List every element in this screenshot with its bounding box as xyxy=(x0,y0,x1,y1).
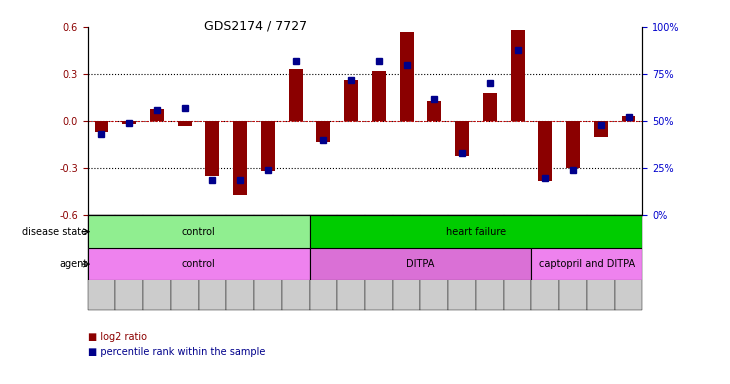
FancyBboxPatch shape xyxy=(88,215,310,248)
Bar xyxy=(337,215,365,310)
Bar xyxy=(317,121,330,142)
Text: control: control xyxy=(182,259,215,269)
Bar xyxy=(587,215,615,310)
Bar xyxy=(539,121,553,181)
Bar xyxy=(226,215,254,310)
Text: heart failure: heart failure xyxy=(446,227,506,237)
FancyBboxPatch shape xyxy=(531,248,642,280)
Text: ■ log2 ratio: ■ log2 ratio xyxy=(88,332,147,342)
Bar xyxy=(254,215,282,310)
Bar xyxy=(171,215,199,310)
FancyBboxPatch shape xyxy=(310,248,531,280)
Bar xyxy=(393,215,420,310)
Bar xyxy=(531,215,559,310)
Bar xyxy=(178,121,191,126)
Bar xyxy=(420,215,448,310)
Bar xyxy=(476,215,504,310)
Bar xyxy=(282,215,310,310)
Bar xyxy=(143,215,171,310)
Bar xyxy=(566,121,580,168)
Bar xyxy=(123,121,137,124)
Bar xyxy=(456,121,469,156)
Bar xyxy=(622,116,635,121)
Bar xyxy=(199,215,226,310)
Bar xyxy=(95,121,108,132)
Bar xyxy=(448,215,476,310)
Bar xyxy=(234,121,247,195)
Bar xyxy=(400,31,413,121)
Text: GDS2174 / 7727: GDS2174 / 7727 xyxy=(204,19,307,32)
Bar xyxy=(288,70,302,121)
Bar xyxy=(261,121,275,172)
Text: control: control xyxy=(182,227,215,237)
Bar xyxy=(310,215,337,310)
Text: DITPA: DITPA xyxy=(407,259,434,269)
Bar xyxy=(345,80,358,121)
FancyBboxPatch shape xyxy=(88,248,310,280)
Bar xyxy=(615,215,642,310)
Bar xyxy=(206,121,219,176)
Bar xyxy=(365,215,393,310)
Bar xyxy=(559,215,587,310)
Text: ■ percentile rank within the sample: ■ percentile rank within the sample xyxy=(88,347,265,357)
Bar xyxy=(150,109,164,121)
Text: disease state: disease state xyxy=(23,227,88,237)
Bar xyxy=(427,101,441,121)
Bar xyxy=(594,121,607,137)
Bar xyxy=(504,215,531,310)
Bar xyxy=(115,215,143,310)
FancyBboxPatch shape xyxy=(310,215,642,248)
Text: agent: agent xyxy=(59,259,88,269)
Bar xyxy=(511,30,524,121)
Bar xyxy=(372,71,385,121)
Bar xyxy=(88,215,115,310)
Bar xyxy=(483,93,496,121)
Text: captopril and DITPA: captopril and DITPA xyxy=(539,259,635,269)
